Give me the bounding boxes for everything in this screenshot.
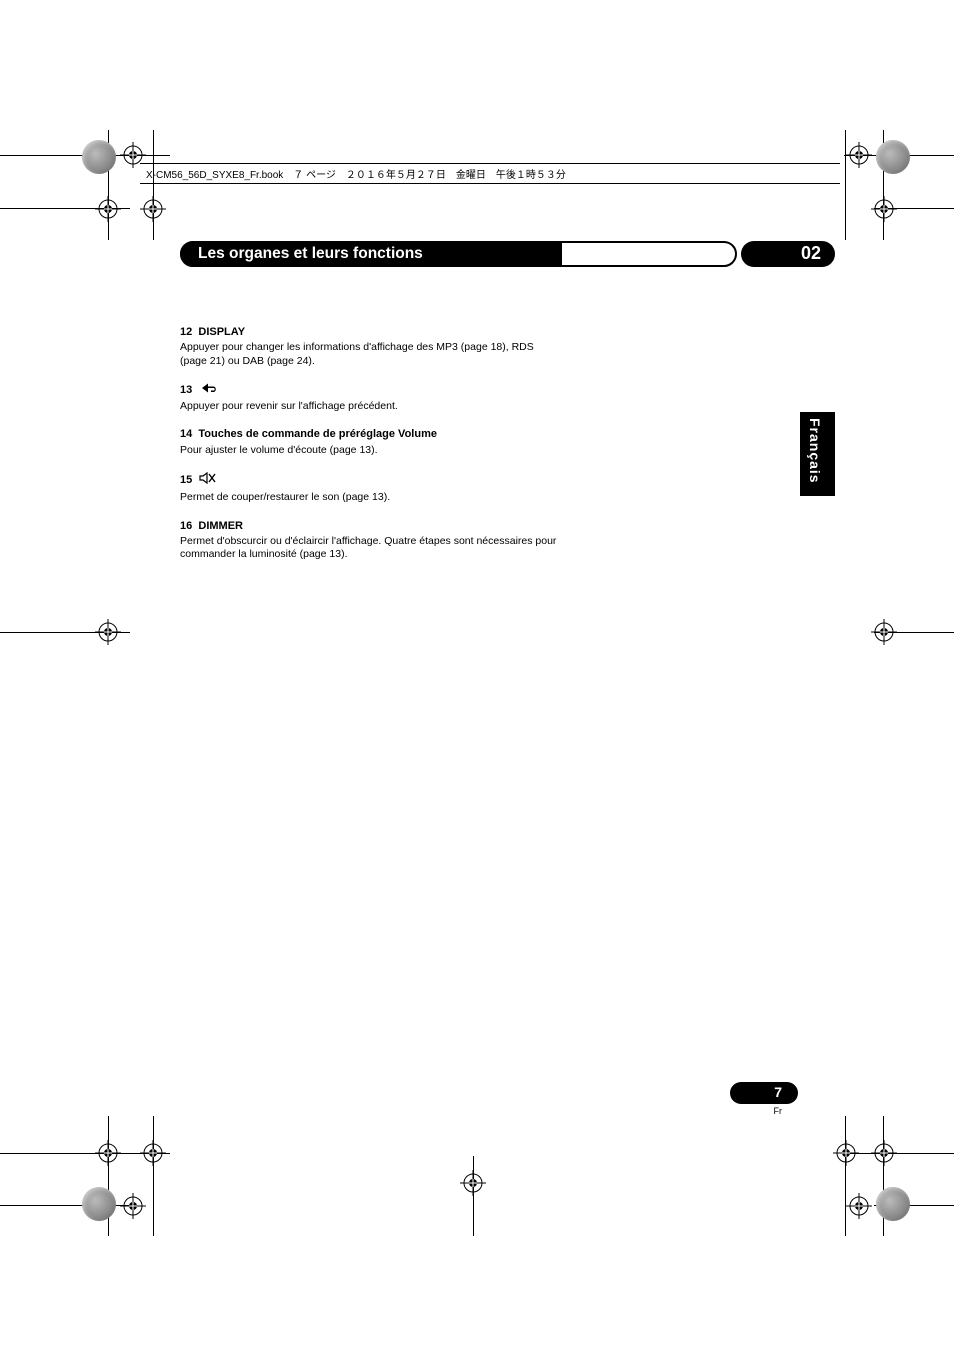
language-tab: Français bbox=[800, 412, 835, 496]
item-heading: 13 bbox=[180, 382, 560, 398]
item-heading: 12 DISPLAY bbox=[180, 325, 560, 339]
item-heading: 16 DIMMER bbox=[180, 519, 560, 533]
page-number: 7 bbox=[774, 1084, 782, 1100]
item-description: Pour ajuster le volume d'écoute (page 13… bbox=[180, 444, 560, 457]
book-header: X-CM56_56D_SYXE8_Fr.book ７ ページ ２０１６年５月２７… bbox=[140, 163, 840, 184]
manual-page: X-CM56_56D_SYXE8_Fr.book ７ ページ ２０１６年５月２７… bbox=[0, 0, 954, 1351]
registration-mark-icon bbox=[140, 196, 166, 222]
crop-ball-icon bbox=[876, 140, 910, 174]
registration-mark-icon bbox=[120, 1193, 146, 1219]
item-description: Appuyer pour changer les informations d'… bbox=[180, 341, 560, 368]
registration-mark-icon bbox=[140, 1140, 166, 1166]
mute-icon bbox=[199, 471, 217, 489]
item-number: 16 bbox=[180, 520, 192, 532]
title-bar: Les organes et leurs fonctions 02 bbox=[180, 241, 835, 267]
registration-mark-icon bbox=[833, 1140, 859, 1166]
book-header-text: X-CM56_56D_SYXE8_Fr.book ７ ページ ２０１６年５月２７… bbox=[140, 164, 840, 181]
crop-line bbox=[473, 1156, 474, 1236]
item-number: 12 bbox=[180, 326, 192, 338]
chapter-number: 02 bbox=[801, 243, 821, 264]
registration-mark-icon bbox=[871, 1140, 897, 1166]
crop-ball-icon bbox=[876, 1187, 910, 1221]
crop-line bbox=[153, 1116, 154, 1236]
item-number: 14 bbox=[180, 428, 192, 440]
registration-mark-icon bbox=[95, 1140, 121, 1166]
registration-mark-icon bbox=[871, 196, 897, 222]
item-description: Appuyer pour revenir sur l'affichage pré… bbox=[180, 400, 560, 413]
crop-ball-icon bbox=[82, 1187, 116, 1221]
item-heading: 14 Touches de commande de préréglage Vol… bbox=[180, 427, 560, 441]
return-icon bbox=[199, 382, 219, 398]
registration-mark-icon bbox=[460, 1170, 486, 1196]
registration-mark-icon bbox=[871, 619, 897, 645]
page-lang-code: Fr bbox=[774, 1106, 783, 1116]
crop-line bbox=[153, 130, 154, 240]
item-label: DIMMER bbox=[198, 520, 243, 532]
registration-mark-icon bbox=[95, 619, 121, 645]
item-label: DISPLAY bbox=[198, 326, 245, 338]
item-label: Touches de commande de préréglage Volume bbox=[198, 428, 437, 440]
item-number: 15 bbox=[180, 474, 192, 486]
crop-line bbox=[844, 1153, 954, 1154]
registration-mark-icon bbox=[95, 196, 121, 222]
item-description: Permet de couper/restaurer le son (page … bbox=[180, 491, 560, 504]
item-heading: 15 bbox=[180, 471, 560, 489]
body-content: 12 DISPLAY Appuyer pour changer les info… bbox=[180, 325, 560, 561]
crop-ball-icon bbox=[82, 140, 116, 174]
registration-mark-icon bbox=[846, 1193, 872, 1219]
item-description: Permet d'obscurcir ou d'éclaircir l'affi… bbox=[180, 535, 560, 562]
registration-mark-icon bbox=[846, 142, 872, 168]
language-tab-label: Français bbox=[807, 418, 823, 484]
section-title: Les organes et leurs fonctions bbox=[198, 245, 423, 263]
page-number-pill: 7 bbox=[730, 1082, 798, 1104]
item-number: 13 bbox=[180, 384, 192, 396]
book-header-rule bbox=[140, 183, 840, 184]
chapter-pill: 02 bbox=[741, 241, 835, 267]
